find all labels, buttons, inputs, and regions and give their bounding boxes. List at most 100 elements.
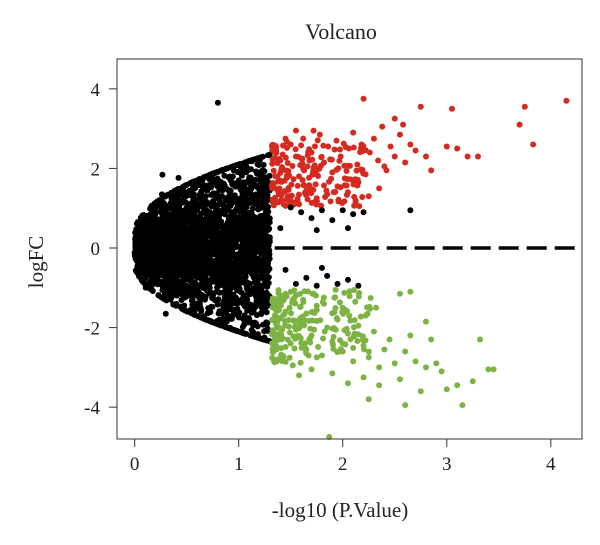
point-up [327,198,334,205]
point-ns [196,195,203,202]
point-ns [407,207,414,214]
point-ns [190,196,197,203]
point-ns [235,177,242,184]
point-ns [350,211,357,218]
point-down [386,336,393,343]
point-ns [240,300,247,307]
point-up [370,135,377,142]
point-down [346,293,353,300]
point-down [469,378,476,385]
point-down [309,290,316,297]
point-ns [224,312,231,319]
point-up [277,177,284,184]
point-ns [183,225,190,232]
point-down [433,360,440,367]
point-ns [261,277,268,284]
point-ns [245,190,252,197]
point-ns [166,283,173,290]
point-ns [143,215,150,222]
point-up [343,167,350,174]
point-up [309,156,316,163]
point-ns [210,292,217,299]
point-ns [148,203,155,210]
point-down [346,288,353,295]
point-ns [167,199,174,206]
point-up [346,162,353,169]
point-ns [177,272,184,279]
x-tick-label: 2 [338,454,348,475]
point-ns [208,203,215,210]
point-down [350,358,357,365]
point-ns [163,260,170,267]
point-up [316,131,323,138]
point-ns [199,283,206,290]
point-ns [158,197,165,204]
point-down [275,324,282,331]
data-points [131,95,570,441]
point-ns [189,309,196,316]
point-up [359,193,366,200]
point-up [310,186,317,193]
point-ns [324,272,331,279]
point-down [292,317,299,324]
point-down [292,335,299,342]
point-ns [256,157,263,164]
point-down [351,317,358,324]
point-ns [264,273,271,280]
point-ns [355,282,362,289]
point-ns [159,171,166,178]
point-ns [198,190,205,197]
point-down [376,364,383,371]
point-ns [232,241,239,248]
point-ns [260,248,267,255]
point-ns [250,309,257,316]
point-ns [162,310,169,317]
point-up [362,147,369,154]
point-ns [261,255,268,262]
y-axis: -4 -2 0 2 4 [84,80,117,419]
point-ns [176,281,183,288]
point-up [321,182,328,189]
point-ns [197,314,204,321]
point-ns [244,279,251,286]
point-down [490,366,497,373]
point-down [343,325,350,332]
point-up [391,115,398,122]
point-ns [223,236,230,243]
point-ns [228,249,235,256]
point-ns [248,326,255,333]
point-down [367,295,374,302]
point-down [329,341,336,348]
point-ns [264,197,271,204]
point-down [286,304,293,311]
point-ns [186,216,193,223]
point-ns [218,218,225,225]
point-ns [255,161,262,168]
point-ns [298,209,305,216]
point-ns [243,201,250,208]
point-ns [244,233,251,240]
point-ns [253,288,260,295]
point-ns [140,262,147,269]
point-ns [227,187,234,194]
point-up [365,193,372,200]
point-up [292,127,299,134]
point-ns [192,279,199,286]
point-down [298,339,305,346]
point-ns [145,233,152,240]
point-down [454,382,461,389]
point-down [336,299,343,306]
point-ns [200,257,207,264]
point-up [318,202,325,209]
point-ns [253,268,260,275]
point-ns [318,207,325,214]
point-up [387,143,394,150]
point-down [286,329,293,336]
point-ns [235,218,242,225]
point-down [278,331,285,338]
point-ns [215,206,222,213]
point-down [352,298,359,305]
point-ns [244,249,251,256]
point-down [285,323,292,330]
point-ns [256,190,263,197]
